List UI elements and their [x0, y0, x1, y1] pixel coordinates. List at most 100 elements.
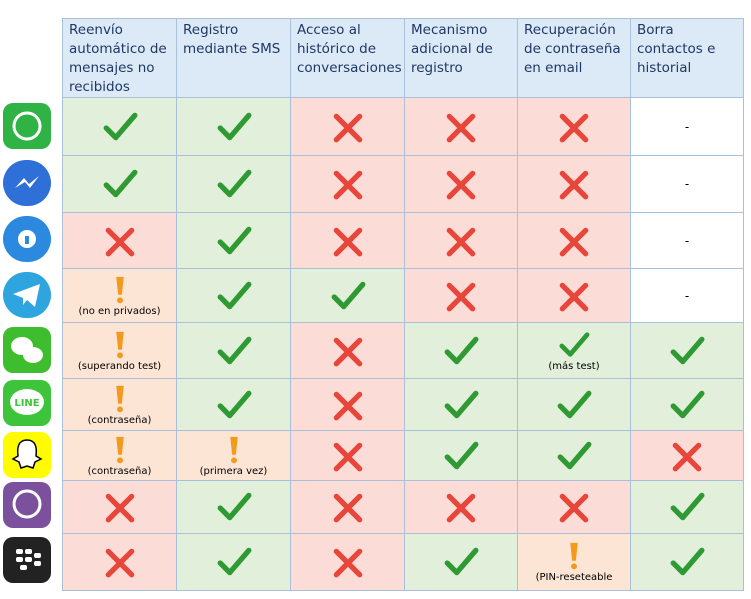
- status-cell: [517, 268, 631, 323]
- status-yes: [217, 169, 251, 198]
- status-cell: [404, 212, 518, 269]
- status-cell: [290, 322, 405, 379]
- status-cell: [517, 212, 631, 269]
- status-cell: (primera vez): [176, 430, 291, 481]
- status-no: [446, 170, 476, 200]
- status-no: [105, 548, 134, 578]
- status-yes: [217, 226, 251, 254]
- status-cell: [404, 268, 518, 323]
- snapchat-icon: [3, 432, 51, 478]
- status-cell: [404, 378, 518, 431]
- cell-note: (superando test): [77, 360, 162, 372]
- status-no: [333, 170, 362, 200]
- cell-note: (más test): [548, 360, 600, 372]
- status-yes: [217, 547, 251, 576]
- status-yes: [559, 331, 590, 357]
- status-yes: [444, 547, 479, 576]
- status-cell: -: [630, 155, 744, 213]
- cell-text: -: [684, 119, 690, 134]
- status-cell: [630, 322, 744, 379]
- icon-glyph: [12, 489, 42, 519]
- status-cell: -: [630, 212, 744, 269]
- status-cell: [404, 430, 518, 481]
- status-no: [333, 493, 362, 523]
- status-warn: [229, 436, 238, 463]
- icon-glyph: [16, 549, 41, 570]
- status-cell: [290, 480, 405, 534]
- status-no: [559, 282, 589, 311]
- status-cell: [176, 322, 291, 379]
- column-header: Acceso al histórico de conversaciones: [290, 18, 405, 98]
- icon-glyph: [18, 230, 36, 248]
- status-cell: [176, 212, 291, 269]
- status-no: [333, 113, 362, 142]
- status-warn: [115, 276, 124, 303]
- status-cell: [630, 378, 744, 431]
- status-cell: -: [630, 97, 744, 156]
- status-yes: [444, 441, 479, 469]
- status-cell: [404, 97, 518, 156]
- status-no: [105, 227, 134, 256]
- whatsapp-icon: [3, 103, 51, 149]
- status-cell: [404, 322, 518, 379]
- status-no: [559, 227, 589, 256]
- icon-glyph: LINE: [10, 389, 44, 415]
- icon-glyph: [11, 439, 43, 469]
- status-yes: [670, 492, 705, 521]
- status-cell: [517, 97, 631, 156]
- line-logo-text: LINE: [14, 398, 39, 409]
- status-cell: [404, 533, 518, 591]
- status-cell: -: [630, 268, 744, 323]
- column-header: Recuperación de contraseña en email: [517, 18, 631, 98]
- cell-note: (no en privados): [78, 305, 161, 317]
- status-no: [446, 493, 476, 523]
- signal-icon: [3, 216, 51, 262]
- status-cell: [62, 212, 177, 269]
- status-no: [333, 442, 362, 471]
- status-cell: [290, 97, 405, 156]
- status-cell: [517, 155, 631, 213]
- status-cell: [290, 155, 405, 213]
- status-warn: [115, 331, 124, 358]
- status-no: [333, 337, 362, 366]
- status-cell: [62, 480, 177, 534]
- status-cell: [62, 97, 177, 156]
- icon-glyph: [15, 176, 39, 188]
- status-cell: (no en privados): [62, 268, 177, 323]
- status-cell: (contraseña): [62, 378, 177, 431]
- status-yes: [444, 336, 479, 364]
- status-yes: [103, 169, 137, 198]
- status-yes: [217, 336, 251, 364]
- status-cell: (superando test): [62, 322, 177, 379]
- status-cell: [404, 480, 518, 534]
- status-yes: [444, 390, 479, 418]
- status-cell: [290, 430, 405, 481]
- status-no: [446, 282, 476, 311]
- status-cell: [176, 155, 291, 213]
- status-no: [559, 113, 589, 142]
- telegram-icon: [3, 272, 51, 318]
- status-cell: [517, 378, 631, 431]
- status-cell: [62, 533, 177, 591]
- status-yes: [331, 281, 365, 309]
- status-no: [672, 442, 702, 471]
- status-yes: [103, 112, 137, 140]
- icon-glyph: [11, 337, 43, 363]
- status-cell: [176, 97, 291, 156]
- status-yes: [670, 547, 705, 576]
- status-warn: [115, 436, 124, 463]
- bbm-icon: [3, 537, 51, 583]
- cell-text: -: [684, 288, 690, 303]
- status-no: [559, 170, 589, 200]
- status-no: [333, 391, 362, 420]
- status-cell: (más test): [517, 322, 631, 379]
- status-cell: [630, 480, 744, 534]
- line-icon: LINE: [3, 380, 51, 426]
- status-cell: [517, 480, 631, 534]
- status-yes: [217, 492, 251, 521]
- status-warn: [115, 385, 124, 412]
- status-yes: [217, 390, 251, 418]
- column-header: Mecanismo adicional de registro: [404, 18, 518, 98]
- viber-icon: [3, 482, 51, 528]
